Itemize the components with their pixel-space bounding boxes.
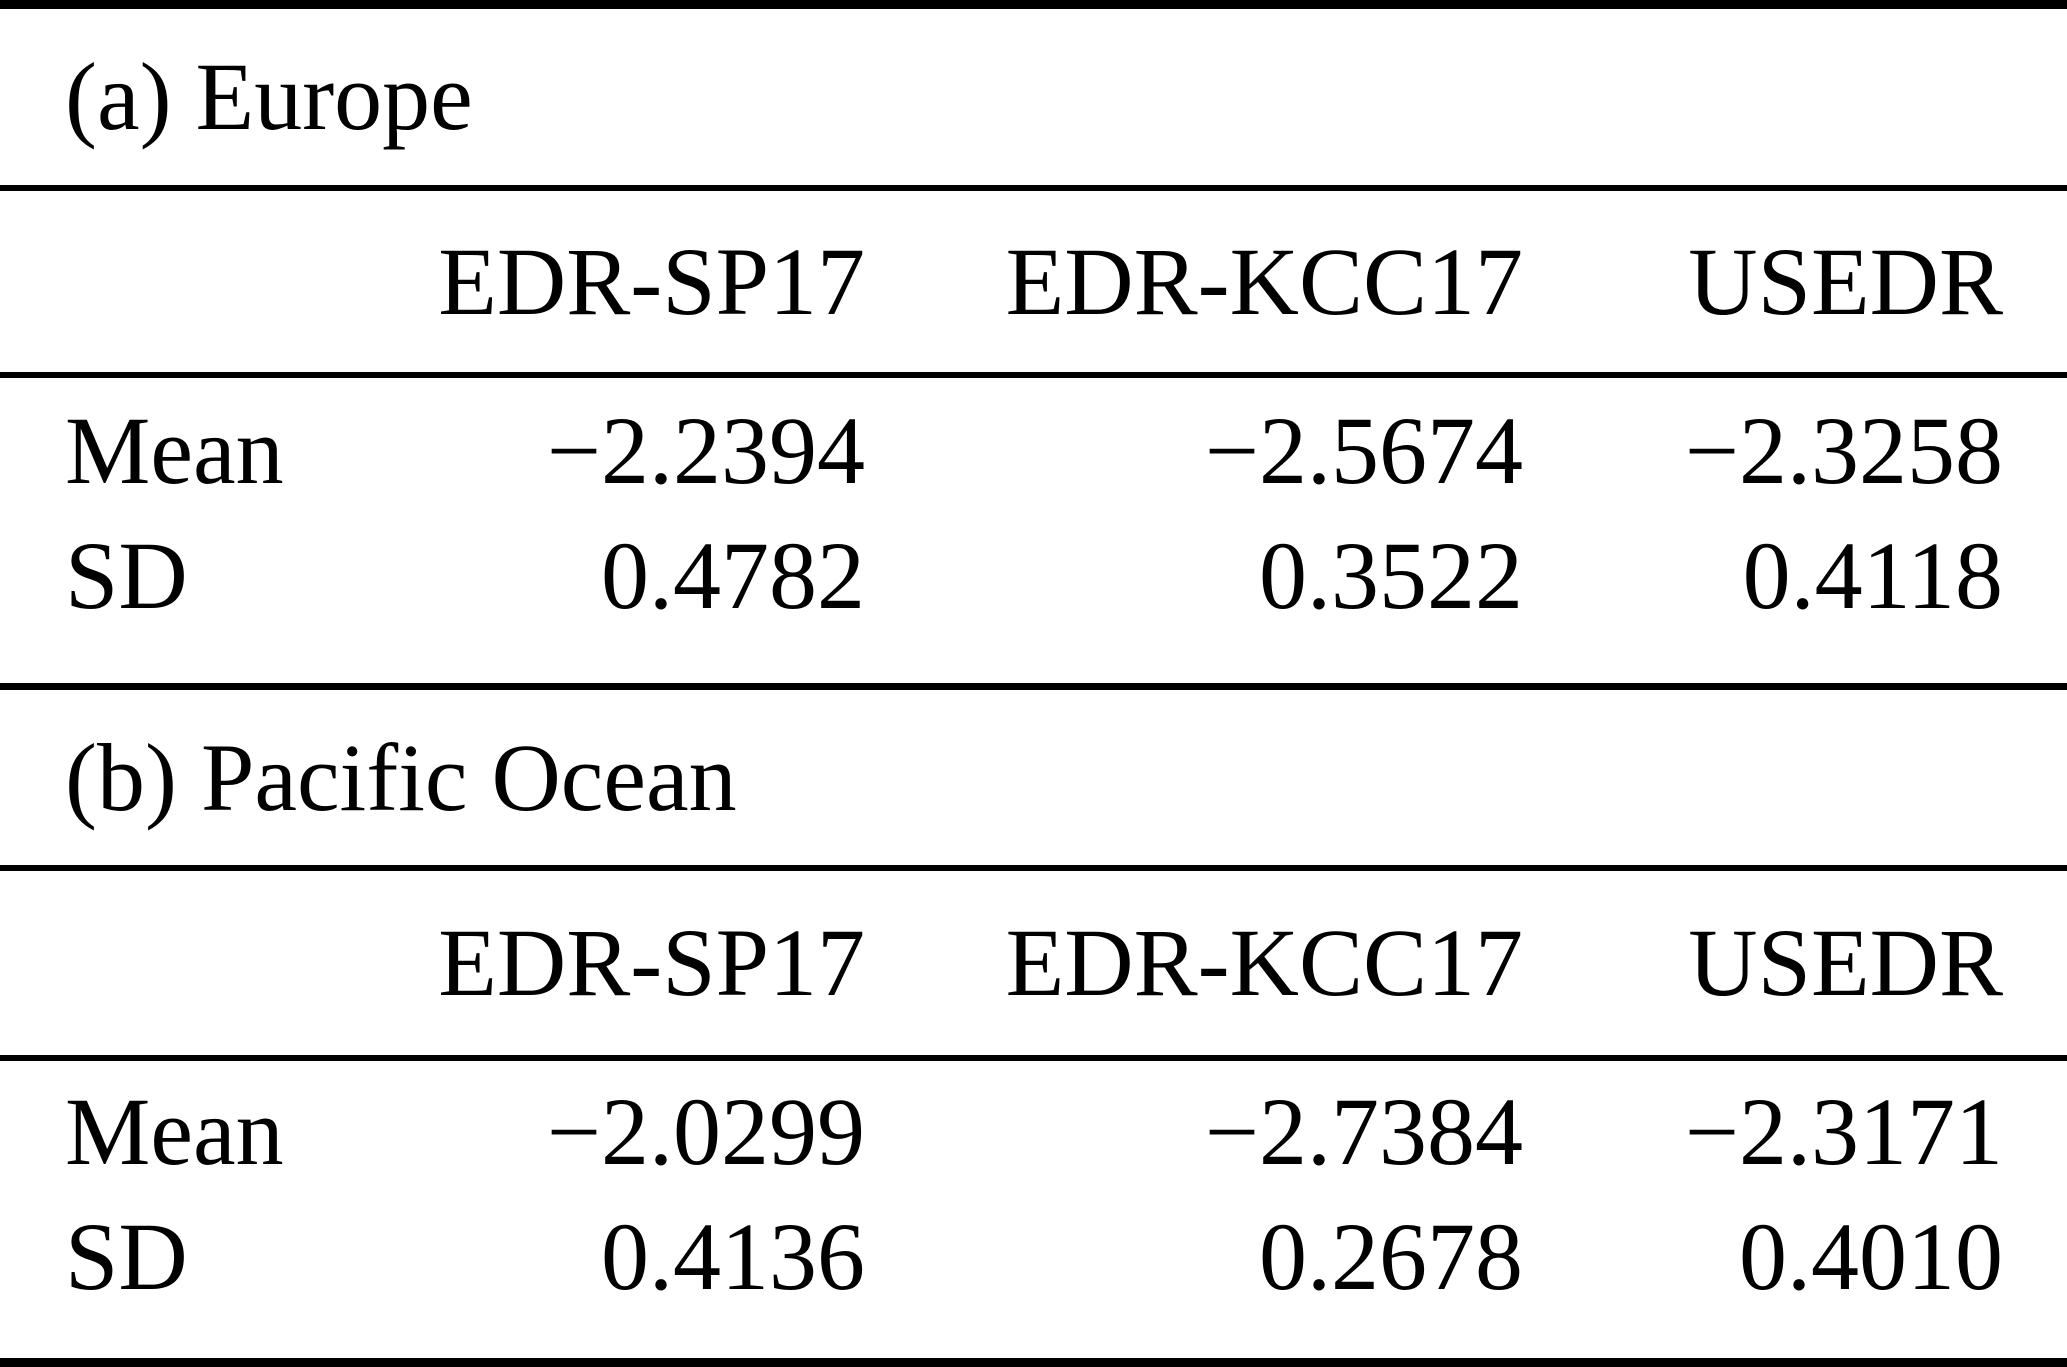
cell-b-sd-usedr: 0.4010	[1739, 1202, 2003, 1310]
cell-b-mean-usedr: −2.3171	[1684, 1077, 2003, 1185]
row-label-sd-b: SD	[65, 1202, 188, 1310]
table-row-mean-a: Mean −2.2394 −2.5674 −2.3258	[0, 388, 2067, 513]
table-row-sd-b: SD 0.4136 0.2678 0.4010	[0, 1194, 2067, 1319]
cell-a-mean-edr-sp17: −2.2394	[546, 396, 865, 504]
table-rule-between-sections	[0, 683, 2067, 690]
row-label-mean: Mean	[65, 396, 284, 504]
column-header-usedr-b: USEDR	[1688, 909, 2003, 1016]
table-rule-top	[0, 0, 2067, 9]
column-header-edr-kcc17: EDR-KCC17	[1005, 227, 1523, 335]
row-label-mean-b: Mean	[65, 1077, 284, 1185]
cell-a-sd-edr-kcc17: 0.3522	[1259, 521, 1523, 629]
cell-a-mean-usedr: −2.3258	[1684, 396, 2003, 504]
table-rule-b-below-title	[0, 865, 2067, 871]
cell-a-sd-edr-sp17: 0.4782	[601, 521, 865, 629]
row-label-sd: SD	[65, 521, 188, 629]
cell-b-sd-edr-sp17: 0.4136	[601, 1202, 865, 1310]
section-b-title-row: (b) Pacific Ocean	[0, 690, 2067, 865]
section-b-title: (b) Pacific Ocean	[65, 723, 737, 831]
table-rule-bottom	[0, 1358, 2067, 1367]
cell-b-mean-edr-sp17: −2.0299	[546, 1077, 865, 1185]
cell-a-sd-usedr: 0.4118	[1742, 521, 2003, 629]
table-rule-b-below-header	[0, 1055, 2067, 1061]
section-a-header-row: EDR-SP17 EDR-KCC17 USEDR	[0, 191, 2067, 372]
section-a-title: (a) Europe	[65, 43, 473, 150]
cell-b-sd-edr-kcc17: 0.2678	[1259, 1202, 1523, 1310]
table-row-mean-b: Mean −2.0299 −2.7384 −2.3171	[0, 1069, 2067, 1194]
cell-b-mean-edr-kcc17: −2.7384	[1204, 1077, 1523, 1185]
cell-a-mean-edr-kcc17: −2.5674	[1204, 396, 1523, 504]
section-a-title-row: (a) Europe	[0, 9, 2067, 185]
table-rule-a-below-title	[0, 185, 2067, 191]
section-b-header-row: EDR-SP17 EDR-KCC17 USEDR	[0, 871, 2067, 1055]
column-header-usedr: USEDR	[1688, 227, 2003, 335]
column-header-edr-kcc17-b: EDR-KCC17	[1005, 909, 1523, 1016]
section-b-body: Mean −2.0299 −2.7384 −2.3171 SD 0.4136 0…	[0, 1061, 2067, 1358]
column-header-edr-sp17-b: EDR-SP17	[438, 909, 865, 1016]
table-row-sd-a: SD 0.4782 0.3522 0.4118	[0, 513, 2067, 638]
table-rule-a-below-header	[0, 372, 2067, 378]
section-a-body: Mean −2.2394 −2.5674 −2.3258 SD 0.4782 0…	[0, 378, 2067, 683]
column-header-edr-sp17: EDR-SP17	[438, 227, 865, 335]
